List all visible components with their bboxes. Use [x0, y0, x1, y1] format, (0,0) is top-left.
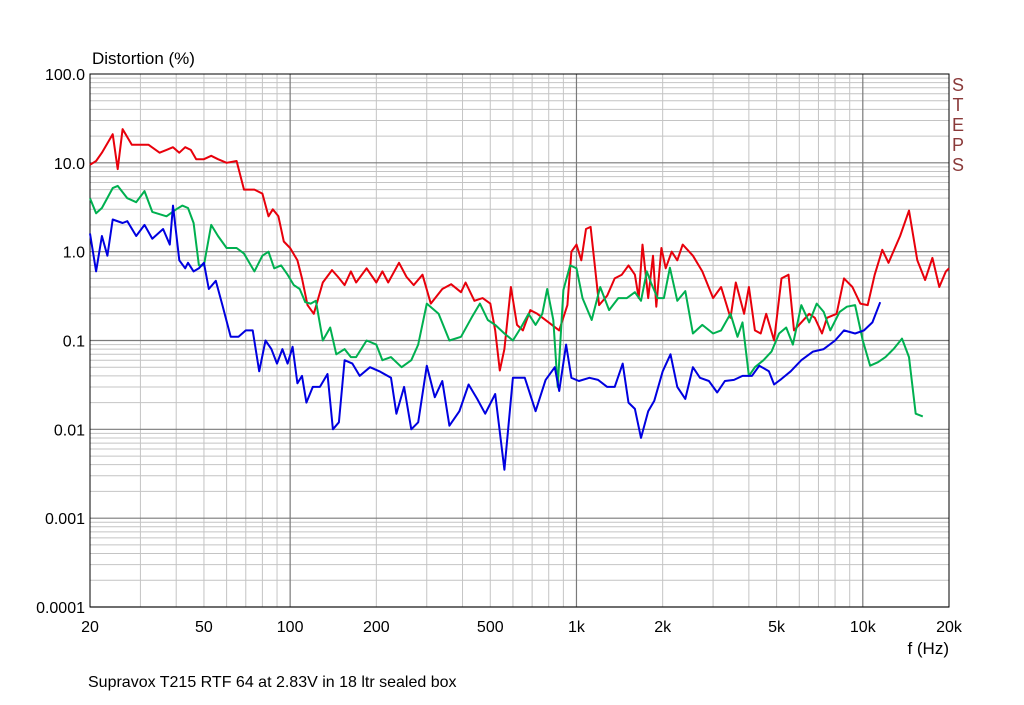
y-tick-label: 0.1 [63, 334, 85, 351]
y-tick-label: 1.0 [63, 245, 85, 262]
y-tick-label: 0.0001 [36, 600, 85, 617]
watermark-letter: E [952, 115, 964, 135]
x-axis-title: f (Hz) [907, 639, 949, 658]
y-tick-label: 0.01 [54, 422, 85, 439]
x-tick-label: 200 [363, 619, 390, 636]
y-tick-label: 100.0 [45, 67, 85, 84]
x-tick-label: 100 [277, 619, 304, 636]
watermark-letter: S [952, 75, 964, 95]
watermark-letter: P [952, 135, 964, 155]
x-tick-label: 5k [768, 619, 786, 636]
y-tick-labels: 100.0 10.0 1.0 0.1 0.01 0.001 0.0001 [36, 67, 85, 617]
series-layer [89, 128, 950, 471]
x-tick-label: 50 [195, 619, 213, 636]
y-tick-label: 10.0 [54, 156, 85, 173]
plot-frame [89, 73, 950, 608]
y-tick-label: 0.001 [45, 511, 85, 528]
x-tick-labels: 20 50 100 200 500 1k 2k 5k 10k 20k [81, 619, 963, 636]
series-line-3 [89, 204, 882, 471]
x-tick-label: 2k [654, 619, 672, 636]
y-axis-title: Distortion (%) [92, 49, 195, 68]
x-tick-label: 20k [936, 619, 963, 636]
x-tick-label: 500 [477, 619, 504, 636]
x-tick-label: 10k [850, 619, 877, 636]
series-line-1 [89, 128, 950, 372]
x-tick-label: 1k [568, 619, 586, 636]
chart-caption: Supravox T215 RTF 64 at 2.83V in 18 ltr … [88, 674, 457, 691]
series-line-2 [89, 184, 924, 418]
watermark-letter: S [952, 155, 964, 175]
x-tick-label: 20 [81, 619, 99, 636]
watermark-letter: T [953, 95, 964, 115]
